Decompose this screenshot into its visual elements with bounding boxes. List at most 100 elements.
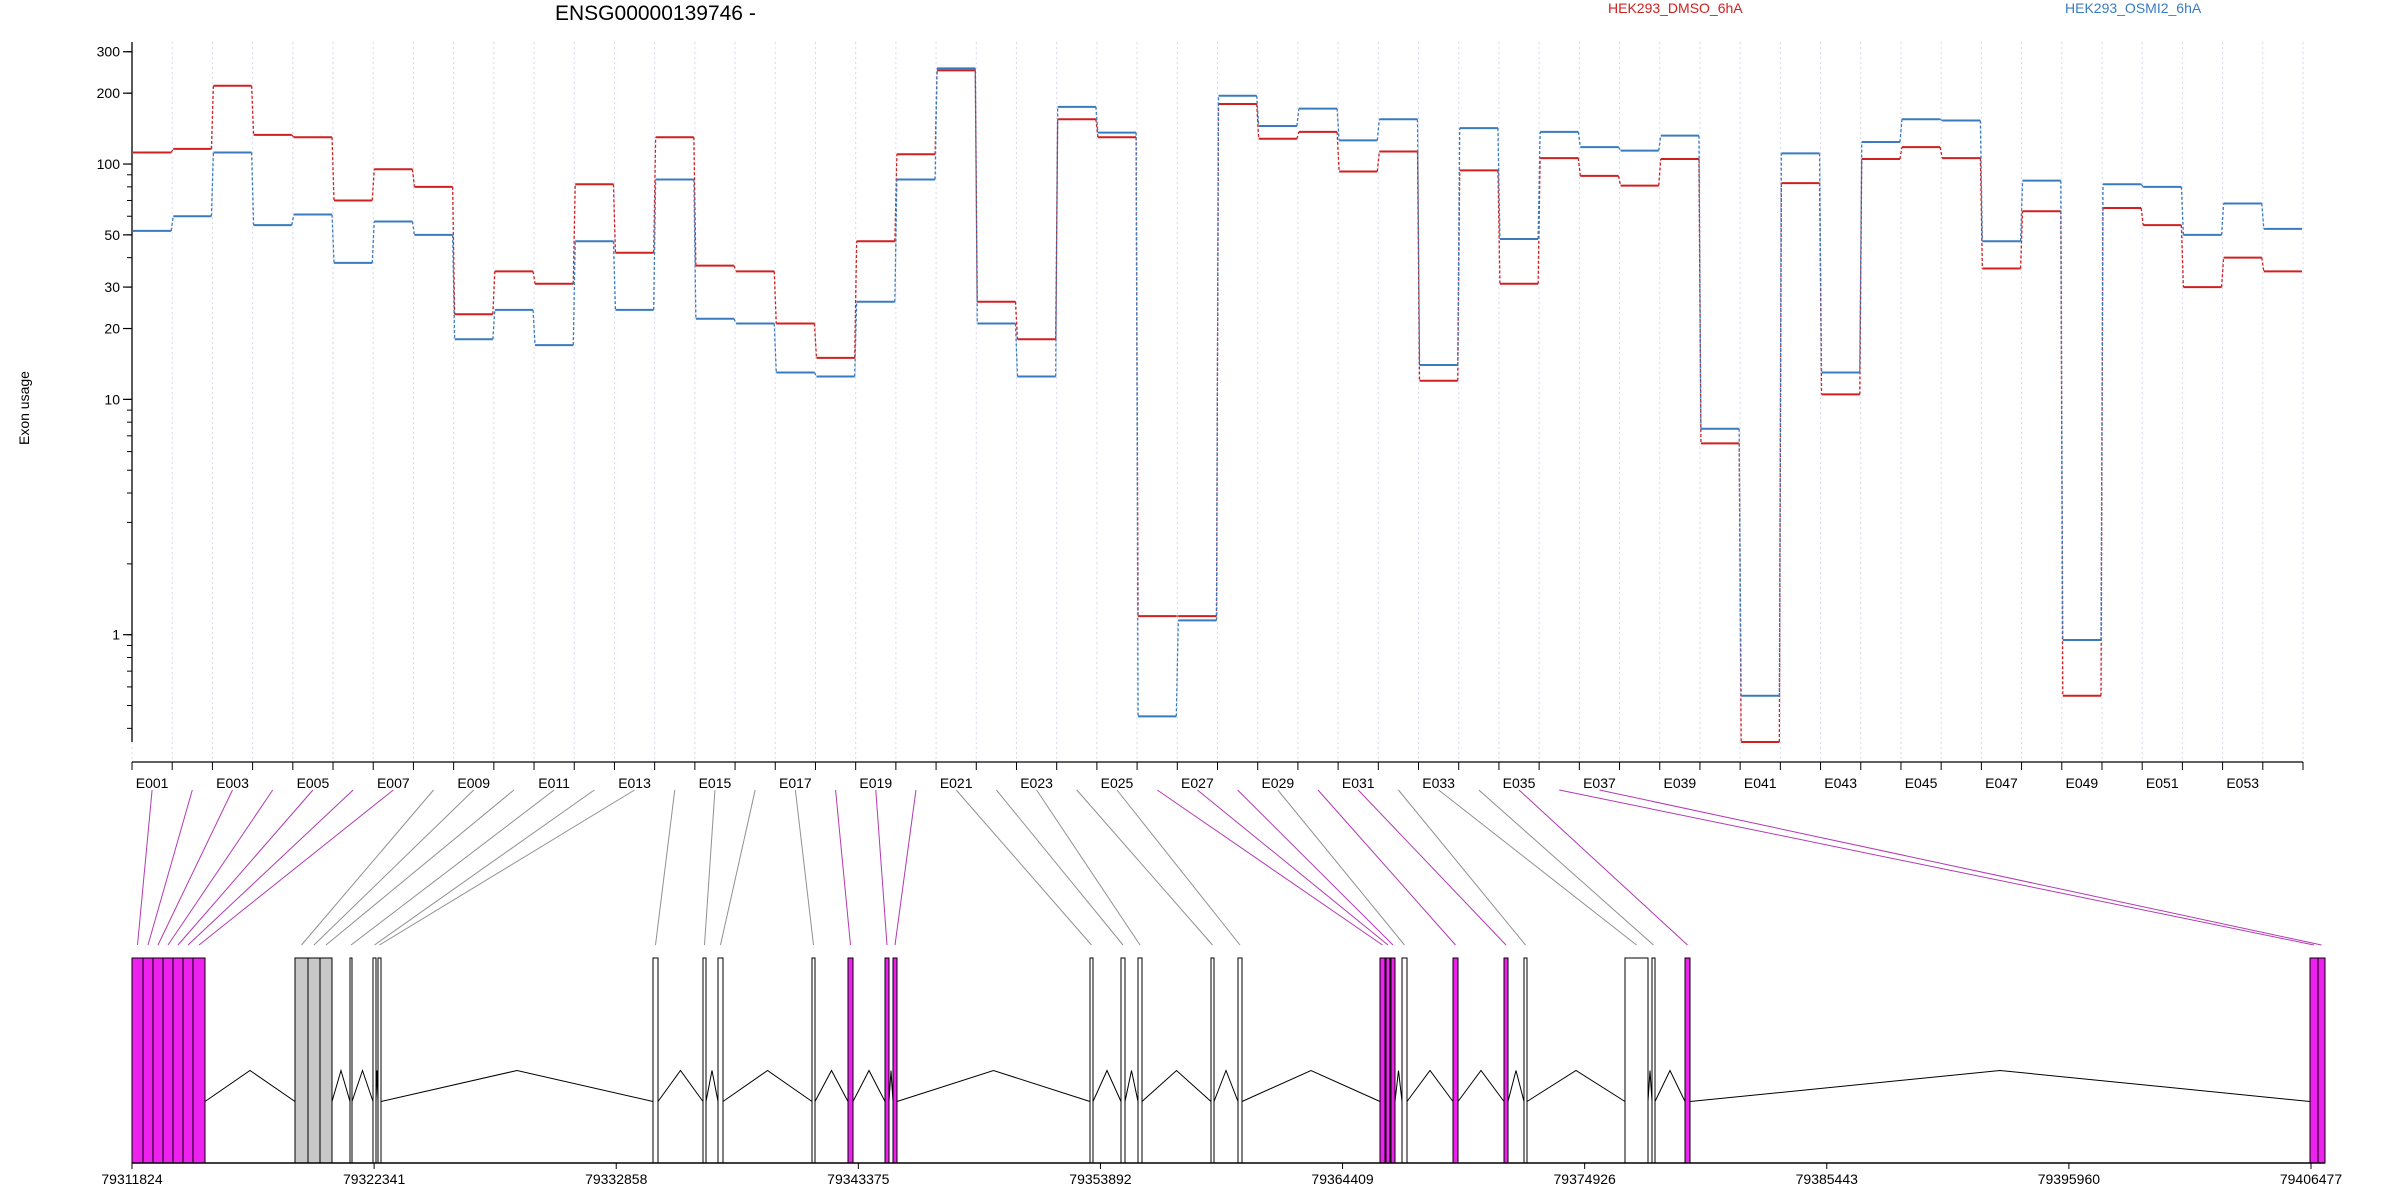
exon-block (1379, 957, 1386, 1164)
genomic-tick-label: 79395960 (2038, 1171, 2101, 1187)
series-1-connector (1416, 151, 1421, 381)
intron-line (814, 1069, 849, 1102)
exon-block (652, 957, 659, 1164)
legend-osmi: HEK293_OSMI2_6hA (2065, 0, 2202, 16)
exon-connector (720, 789, 756, 946)
exon-connector (1076, 789, 1213, 946)
series-1-connector (854, 241, 858, 358)
exon-block (702, 957, 707, 1164)
intron-line (888, 1070, 894, 1102)
series-2-connector (291, 214, 295, 226)
series-2-connector (1376, 119, 1380, 141)
exon-block (182, 957, 194, 1164)
genomic-tick-label: 79364409 (1311, 1171, 1374, 1187)
intron-line (1406, 1069, 1454, 1102)
series-1-connector (371, 169, 375, 201)
x-tick-label: E007 (377, 775, 410, 791)
legend-dmso: HEK293_DMSO_6hA (1608, 0, 1743, 16)
series-1-connector (2180, 225, 2185, 288)
x-tick-label: E043 (1824, 775, 1857, 791)
x-tick-label: E023 (1020, 775, 1053, 791)
x-tick-label: E051 (2146, 775, 2179, 791)
exon-block (172, 957, 184, 1164)
intron-line (1654, 1069, 1686, 1102)
exon-connector (1518, 789, 1688, 946)
exon-block (1651, 957, 1656, 1164)
series-2-connector (773, 323, 777, 373)
exon-block (307, 957, 321, 1164)
exon-connector (147, 789, 193, 946)
intron-line (722, 1069, 813, 1102)
series-2-connector (1014, 323, 1019, 377)
exon-connector (1237, 789, 1394, 946)
x-tick-label: E011 (538, 775, 570, 791)
genomic-tick-label: 79374926 (1554, 1171, 1617, 1187)
genomic-tick-label: 79406477 (2280, 1171, 2343, 1187)
series-2-connector (2019, 180, 2024, 242)
series-1-connector (250, 85, 255, 135)
series-1-connector (612, 184, 617, 253)
x-tick-label: E005 (297, 775, 330, 791)
exon-block (1089, 957, 1094, 1164)
x-tick-label: E039 (1663, 775, 1696, 791)
genomic-tick-label: 79385443 (1796, 1171, 1859, 1187)
series-2-connector (1095, 106, 1099, 133)
exon-connector (198, 789, 394, 946)
intron-line (204, 1069, 296, 1102)
series-2-connector (652, 179, 657, 310)
series-2-connector (2220, 203, 2225, 235)
x-tick-label: E035 (1503, 775, 1536, 791)
exon-block (319, 957, 333, 1164)
series-2-connector (1497, 128, 1501, 240)
genomic-tick-label: 79353892 (1069, 1171, 1132, 1187)
exon-connector (177, 789, 314, 946)
series-2-connector (1818, 153, 1823, 373)
series-2-connector (2140, 183, 2144, 188)
series-2-connector (813, 372, 818, 377)
exon-block (162, 957, 174, 1164)
intron-line (1457, 1069, 1505, 1102)
exon-block (1503, 957, 1509, 1164)
exon-block (1120, 957, 1126, 1164)
chart-title: ENSG00000139746 - (555, 2, 756, 25)
x-tick-label: E003 (216, 775, 249, 791)
series-1-connector (693, 137, 697, 266)
exon-connector (1156, 789, 1383, 946)
series-1-connector (210, 85, 215, 149)
series-1-connector (1256, 103, 1260, 139)
series-1-connector (1778, 183, 1783, 743)
exon-block (1452, 957, 1459, 1164)
series-1-connector (572, 184, 576, 284)
exon-connector (894, 789, 917, 946)
series-1-connector (2019, 211, 2024, 269)
series-2-connector (2261, 203, 2265, 229)
exon-block (847, 957, 854, 1164)
series-1-connector (1497, 170, 1501, 284)
intron-line (896, 1069, 1091, 1102)
intron-line (1092, 1069, 1122, 1102)
x-tick-label: E041 (1744, 775, 1777, 791)
x-tick-label: E049 (2066, 775, 2099, 791)
series-2-connector (894, 179, 898, 302)
intron-line (1141, 1069, 1212, 1102)
y-tick-label: 20 (104, 321, 120, 337)
series-2-connector (1457, 128, 1461, 365)
exon-block (377, 957, 382, 1164)
genomic-tick-label: 79332858 (585, 1171, 648, 1187)
series-2-connector (612, 241, 617, 310)
exon-connector (1478, 789, 1654, 946)
x-tick-label: E019 (859, 775, 892, 791)
series-2-connector (1617, 146, 1622, 151)
exon-connector (379, 789, 635, 946)
series-1-connector (773, 271, 777, 324)
series-2-connector (1899, 119, 1903, 143)
intron-line (852, 1069, 886, 1102)
series-2-connector (1738, 428, 1742, 696)
x-tick-label: E033 (1422, 775, 1455, 791)
exon-block (1210, 957, 1215, 1164)
series-1-connector (2140, 207, 2144, 226)
intron-line (351, 1068, 374, 1102)
exon-block (1624, 957, 1649, 1164)
series-2-connector (1215, 95, 1220, 621)
